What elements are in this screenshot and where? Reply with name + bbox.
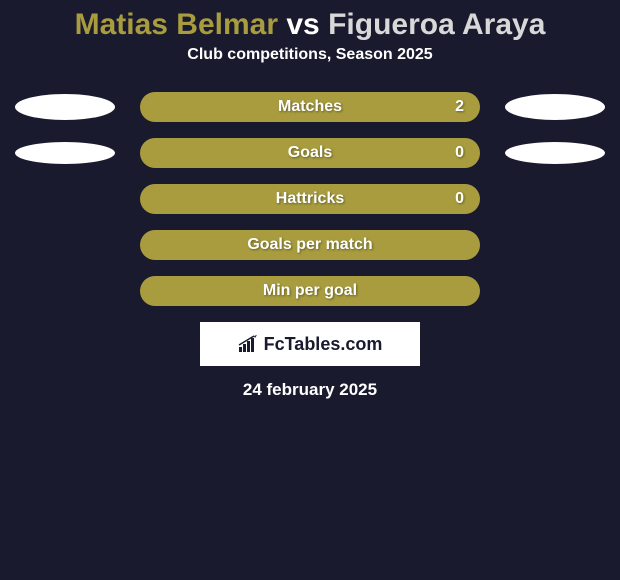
logo-text: FcTables.com [264,334,383,355]
stats-chart: Matches 2 Goals 0 Hattricks 0 Goals per match M… [0,92,620,306]
stat-value: 0 [455,190,464,208]
bar-container: Hattricks 0 [120,184,500,214]
player1-ellipse [15,94,115,120]
date-text: 24 february 2025 [0,380,620,400]
stat-row: Min per goal [10,276,610,306]
right-ellipse-slot [500,142,610,164]
stat-label: Min per goal [263,282,357,300]
source-logo: FcTables.com [200,322,420,366]
player2-ellipse [505,142,605,164]
logo-content: FcTables.com [238,334,383,355]
left-ellipse-slot [10,94,120,120]
stat-bar: Min per goal [140,276,480,306]
stat-label: Matches [278,98,342,116]
player2-name: Figueroa Araya [328,8,545,41]
bar-container: Min per goal [120,276,500,306]
subtitle: Club competitions, Season 2025 [0,46,620,92]
stat-bar: Matches 2 [140,92,480,122]
player1-name: Matias Belmar [75,8,278,41]
stat-row: Goals per match [10,230,610,260]
stat-label: Goals per match [247,236,372,254]
stat-row: Goals 0 [10,138,610,168]
stat-row: Hattricks 0 [10,184,610,214]
vs-text: vs [286,8,319,41]
player2-ellipse [505,94,605,120]
stat-row: Matches 2 [10,92,610,122]
bar-chart-icon [238,335,260,353]
bar-container: Goals 0 [120,138,500,168]
stat-value: 2 [455,98,464,116]
stat-label: Hattricks [276,190,344,208]
left-ellipse-slot [10,142,120,164]
bar-container: Goals per match [120,230,500,260]
stat-value: 0 [455,144,464,162]
stat-bar: Goals per match [140,230,480,260]
stat-bar: Hattricks 0 [140,184,480,214]
player1-ellipse [15,142,115,164]
right-ellipse-slot [500,94,610,120]
stat-label: Goals [288,144,332,162]
bar-container: Matches 2 [120,92,500,122]
stat-bar: Goals 0 [140,138,480,168]
comparison-title: Matias Belmar vs Figueroa Araya [0,0,620,46]
